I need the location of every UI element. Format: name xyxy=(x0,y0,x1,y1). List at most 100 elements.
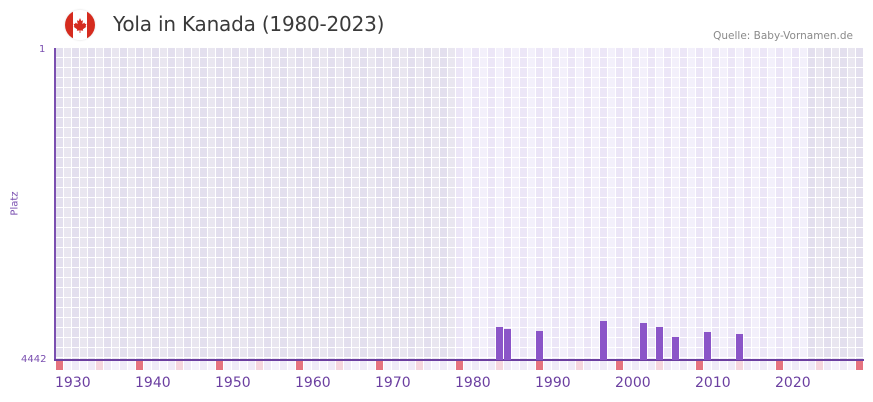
year-cell xyxy=(240,361,247,370)
year-cell xyxy=(144,361,151,370)
year-cell xyxy=(440,361,447,370)
grid-column xyxy=(552,48,560,360)
grid-column xyxy=(472,48,480,360)
grid-column xyxy=(520,48,528,360)
year-cell xyxy=(248,361,255,370)
year-cell xyxy=(672,361,679,370)
x-axis-line xyxy=(54,359,864,361)
grid-column xyxy=(464,48,472,360)
grid-column xyxy=(208,48,216,360)
grid-column xyxy=(288,48,296,360)
year-cell xyxy=(312,361,319,370)
year-cell xyxy=(208,361,215,370)
decade-marker-row xyxy=(56,361,864,370)
bar-2007[interactable] xyxy=(672,337,679,360)
grid-column xyxy=(640,48,648,360)
year-cell xyxy=(272,361,279,370)
grid-column xyxy=(192,48,200,360)
grid-column xyxy=(504,48,512,360)
grid-column xyxy=(576,48,584,360)
bar-2015[interactable] xyxy=(736,334,743,360)
grid-column xyxy=(800,48,808,360)
year-cell xyxy=(360,361,367,370)
grid-column xyxy=(536,48,544,360)
grid-column xyxy=(776,48,784,360)
grid-column xyxy=(856,48,864,360)
grid-column xyxy=(56,48,64,360)
y-axis-title: Platz xyxy=(9,191,21,216)
bar-2003[interactable] xyxy=(640,322,647,360)
grid-column xyxy=(352,48,360,360)
decade-marker xyxy=(216,361,223,370)
grid-column xyxy=(312,48,320,360)
grid-column xyxy=(744,48,752,360)
decade-marker xyxy=(376,361,383,370)
year-cell xyxy=(720,361,727,370)
year-cell xyxy=(168,361,175,370)
grid-column xyxy=(768,48,776,360)
grid-column xyxy=(296,48,304,360)
year-cell xyxy=(432,361,439,370)
grid-column xyxy=(176,48,184,360)
grid-column xyxy=(328,48,336,360)
bar-1990[interactable] xyxy=(536,330,543,360)
year-cell xyxy=(392,361,399,370)
year-cell xyxy=(112,361,119,370)
year-cell xyxy=(800,361,807,370)
grid-column xyxy=(584,48,592,360)
grid-column xyxy=(400,48,408,360)
grid-column xyxy=(648,48,656,360)
year-cell xyxy=(304,361,311,370)
decade-marker xyxy=(536,361,543,370)
year-cell xyxy=(344,361,351,370)
grid-column xyxy=(424,48,432,360)
grid-column xyxy=(840,48,848,360)
grid-column xyxy=(832,48,840,360)
grid-column xyxy=(160,48,168,360)
year-cell xyxy=(600,361,607,370)
x-tick-label: 1970 xyxy=(375,375,411,391)
year-cell xyxy=(552,361,559,370)
grid-column xyxy=(624,48,632,360)
year-cell xyxy=(840,361,847,370)
year-cell xyxy=(80,361,87,370)
grid-column xyxy=(104,48,112,360)
bar-1985[interactable] xyxy=(496,327,503,360)
year-cell xyxy=(328,361,335,370)
half-decade-marker xyxy=(336,361,343,370)
year-cell xyxy=(160,361,167,370)
year-cell xyxy=(232,361,239,370)
x-tick-label: 1930 xyxy=(55,375,91,391)
grid-column xyxy=(792,48,800,360)
bar-1986[interactable] xyxy=(504,329,511,360)
x-tick-label: 1950 xyxy=(215,375,251,391)
grid-column xyxy=(224,48,232,360)
grid-column xyxy=(336,48,344,360)
grid-column xyxy=(376,48,384,360)
year-cell xyxy=(184,361,191,370)
year-cell xyxy=(520,361,527,370)
grid-column xyxy=(408,48,416,360)
y-axis-line xyxy=(54,48,56,361)
grid-column xyxy=(256,48,264,360)
grid-column xyxy=(480,48,488,360)
grid-column xyxy=(184,48,192,360)
year-cell xyxy=(464,361,471,370)
year-cell xyxy=(744,361,751,370)
half-decade-marker xyxy=(656,361,663,370)
grid-column xyxy=(120,48,128,360)
bar-2011[interactable] xyxy=(704,331,711,360)
grid-column xyxy=(152,48,160,360)
year-cell xyxy=(560,361,567,370)
decade-marker xyxy=(456,361,463,370)
grid-column xyxy=(512,48,520,360)
year-cell xyxy=(200,361,207,370)
year-cell xyxy=(488,361,495,370)
bar-1998[interactable] xyxy=(600,321,607,360)
decade-marker xyxy=(296,361,303,370)
grid-column xyxy=(816,48,824,360)
year-cell xyxy=(808,361,815,370)
grid-column xyxy=(168,48,176,360)
half-decade-marker xyxy=(816,361,823,370)
bar-2005[interactable] xyxy=(656,327,663,360)
